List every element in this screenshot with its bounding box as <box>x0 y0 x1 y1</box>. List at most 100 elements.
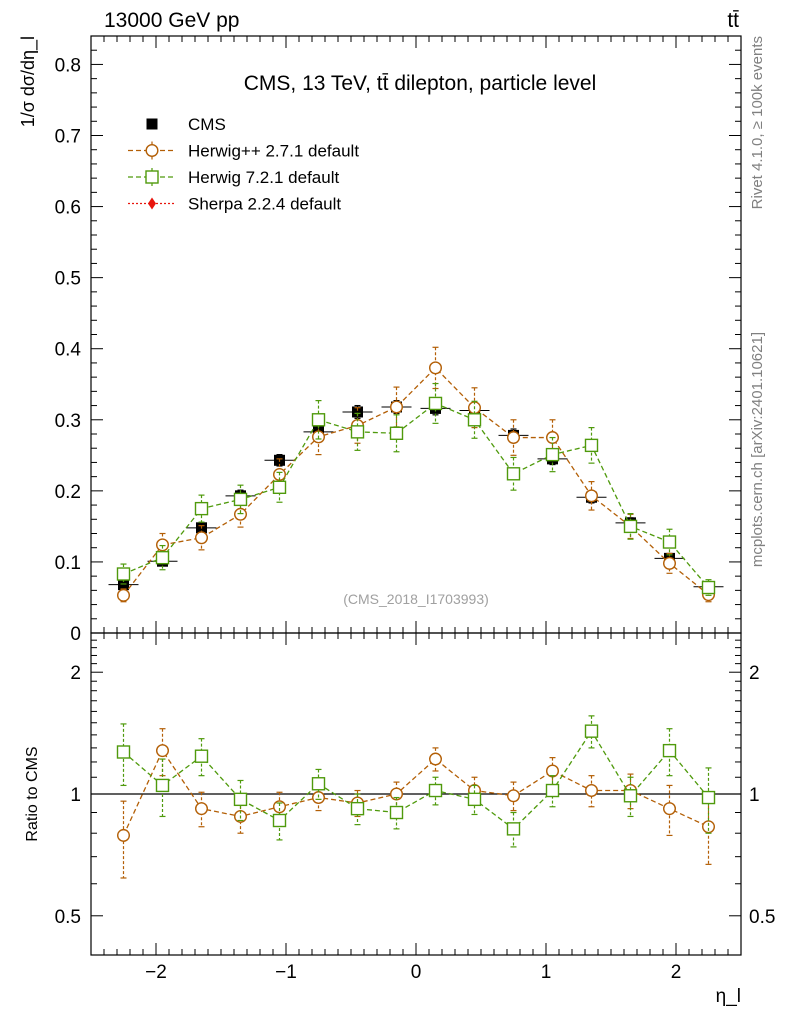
data-point <box>506 822 521 836</box>
data-point <box>584 724 599 738</box>
y-tick-label: 0.2 <box>55 482 81 503</box>
legend-item: Sherpa 2.2.4 default <box>128 195 341 214</box>
y-tick-label: 0.1 <box>55 553 81 574</box>
data-point <box>155 550 170 565</box>
data-point <box>701 580 716 595</box>
data-point <box>146 118 158 130</box>
data-point <box>233 507 247 521</box>
ratio-series-herwig-7-2-1-default <box>116 715 716 848</box>
data-point <box>194 802 208 816</box>
ratio-series <box>116 715 716 879</box>
series-line <box>122 366 709 596</box>
data-point <box>273 800 287 814</box>
y-tick-label: 0.8 <box>55 55 81 76</box>
data-point <box>701 790 716 805</box>
data-point <box>467 413 482 427</box>
legend-label: CMS <box>188 115 226 134</box>
data-point <box>272 480 287 495</box>
data-point <box>116 588 130 602</box>
chart-title: CMS, 13 TeV, tt̄ dilepton, particle leve… <box>244 72 597 95</box>
data-point <box>584 438 599 453</box>
data-point <box>233 792 248 807</box>
data-point <box>506 467 521 481</box>
data-point <box>428 396 443 411</box>
data-point <box>623 789 638 803</box>
data-point <box>145 170 159 184</box>
y-tick-label: 1 <box>749 785 760 806</box>
y-tick-label: 0.7 <box>55 127 81 148</box>
data-point <box>467 792 482 807</box>
series-cms <box>108 399 724 593</box>
rivet-version-label: Rivet 4.1.0, ≥ 100k events <box>749 36 766 209</box>
data-point <box>194 531 208 545</box>
series-line <box>122 749 709 836</box>
x-tick-label: 0 <box>411 962 422 983</box>
data-point <box>272 813 287 828</box>
x-tick-label: 2 <box>671 962 682 983</box>
data-point <box>507 789 521 803</box>
data-point <box>155 778 170 793</box>
data-point <box>145 143 159 157</box>
data-point <box>389 426 404 440</box>
data-point <box>663 802 677 816</box>
y-tick-label: 0.5 <box>55 907 81 928</box>
y-tick-label: 0.5 <box>749 907 775 928</box>
x-tick-label: −1 <box>275 962 297 983</box>
data-point <box>546 764 560 778</box>
data-point <box>116 745 131 759</box>
legend-item: Herwig++ 2.7.1 default <box>128 141 359 161</box>
data-point <box>428 783 443 798</box>
data-point <box>389 805 404 820</box>
data-point <box>350 425 365 439</box>
header-energy-label: 13000 GeV pp <box>104 9 239 32</box>
y-tick-label: 2 <box>70 663 81 684</box>
data-point <box>311 413 326 427</box>
data-point <box>663 556 677 570</box>
ratio-axis-ticks: −2 −1 0 1 2 0.5 0.5 1 1 2 2 <box>55 632 775 983</box>
y-tick-label: 0.6 <box>55 198 81 219</box>
main-series <box>108 346 724 603</box>
data-point <box>155 538 169 552</box>
data-point <box>311 777 326 791</box>
data-point <box>585 489 599 503</box>
series-herwig-7-2-1-default <box>116 382 716 596</box>
series-line <box>123 729 709 830</box>
series-herwig-2-7-1-default <box>116 346 716 603</box>
legend-label: Herwig 7.2.1 default <box>188 168 339 187</box>
data-point <box>350 801 365 816</box>
data-point <box>312 791 326 805</box>
x-tick-label: 1 <box>541 962 552 983</box>
data-point <box>148 197 156 210</box>
data-point <box>155 744 169 758</box>
y-tick-label: 0 <box>70 624 81 645</box>
y-tick-label: 0.4 <box>55 340 82 361</box>
data-point <box>545 783 560 798</box>
data-point <box>585 784 599 798</box>
legend-label: Herwig++ 2.7.1 default <box>188 142 359 161</box>
legend-label: Sherpa 2.2.4 default <box>188 195 341 214</box>
legend-item: CMS <box>146 115 226 134</box>
data-point <box>623 519 638 534</box>
y-tick-label: 2 <box>749 663 760 684</box>
data-point <box>702 820 716 834</box>
main-axis-ticks: 0.1 0.2 0.3 0.4 0.5 0.6 0.7 0.8 0 <box>55 35 742 645</box>
data-point <box>233 492 248 507</box>
data-point <box>507 431 521 445</box>
legend: CMS Herwig++ 2.7.1 default Herwig 7.2.1 de… <box>128 115 359 214</box>
data-point <box>545 447 560 462</box>
data-point <box>352 406 363 418</box>
watermark-label: (CMS_2018_I1703993) <box>343 591 489 607</box>
y-tick-label: 1 <box>70 785 81 806</box>
legend-item: Herwig 7.2.1 default <box>128 168 339 187</box>
y-tick-label: 0.5 <box>55 269 81 290</box>
data-point <box>194 501 209 516</box>
data-point <box>662 743 677 758</box>
y-tick-label: 0.3 <box>55 411 81 432</box>
header-process-label: tt̄ <box>727 9 739 32</box>
y-axis-label-main: 1/σ dσ/dη_l <box>18 36 39 127</box>
x-tick-label: −2 <box>145 962 167 983</box>
x-axis-label: η_l <box>716 986 741 1007</box>
data-point <box>390 400 404 414</box>
data-point <box>662 535 677 549</box>
